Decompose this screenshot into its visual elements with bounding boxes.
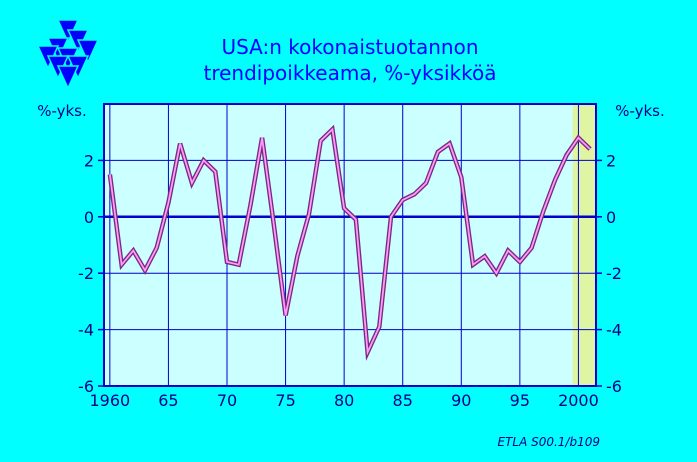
x-tick-labels: 1960 65 70 75 80 85 90 95 2000	[89, 391, 598, 410]
x-tick-label: 95	[510, 391, 530, 410]
y-tick-label-right: -6	[606, 377, 622, 396]
y-axis-unit-right: %-yks.	[615, 102, 665, 120]
chart-title-line1: USA:n kokonaistuotannon	[221, 35, 478, 59]
y-tick-labels-left: -6 -4 -2 0 2	[78, 151, 94, 396]
y-tick-label-left: -2	[78, 264, 94, 283]
y-tick-label-right: 2	[606, 151, 616, 170]
etla-triangles-logo	[36, 19, 100, 90]
chart-title-line2: trendipoikkeama, %-yksikköä	[203, 61, 496, 85]
series-line-group	[107, 124, 592, 361]
x-tick-label: 65	[158, 391, 178, 410]
source-credit: ETLA S00.1/b109	[497, 435, 600, 449]
y-tick-label-right: 0	[606, 208, 616, 227]
y-tick-label-right: -2	[606, 264, 622, 283]
y-axis-unit-left: %-yks.	[37, 102, 87, 120]
y-tick-label-left: -4	[78, 321, 94, 340]
x-tick-label: 90	[451, 391, 471, 410]
x-tick-label: 75	[275, 391, 295, 410]
y-tick-labels-right: -6 -4 -2 0 2	[606, 151, 622, 396]
x-tick-label: 85	[393, 391, 413, 410]
x-tick-label: 1960	[89, 391, 130, 410]
series-line	[109, 127, 591, 356]
x-tick-label: 80	[334, 391, 354, 410]
y-tick-label-left: 0	[84, 208, 94, 227]
y-tick-label-left: -6	[78, 377, 94, 396]
plot-area	[104, 104, 596, 386]
y-tick-label-right: -4	[606, 321, 622, 340]
plot-frame	[103, 103, 597, 387]
y-tick-label-left: 2	[84, 151, 94, 170]
x-tick-label: 70	[217, 391, 237, 410]
x-tick-label: 2000	[558, 391, 599, 410]
